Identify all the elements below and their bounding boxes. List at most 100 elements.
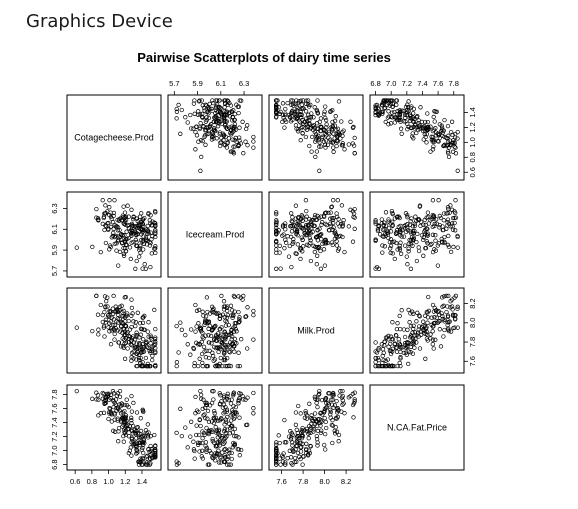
point-2-3-61 xyxy=(439,311,444,316)
point-0-2-191 xyxy=(334,143,339,149)
point-2-3-173 xyxy=(394,333,399,338)
point-0-3-57 xyxy=(414,130,419,136)
point-3-2-46 xyxy=(313,396,318,401)
point-3-2-157 xyxy=(280,455,286,460)
point-0-2-101 xyxy=(323,145,328,150)
point-0-3-71 xyxy=(388,114,394,119)
point-1-3-109 xyxy=(425,226,430,232)
point-3-1-112 xyxy=(222,427,228,432)
point-0-1-191 xyxy=(236,143,241,149)
point-3-2-209 xyxy=(302,415,308,420)
point-2-1-88 xyxy=(200,330,205,335)
point-0-2-223 xyxy=(308,126,313,131)
point-2-0-95 xyxy=(107,308,112,314)
point-2-0-101 xyxy=(100,319,105,325)
point-3-2-174 xyxy=(334,415,339,421)
point-3-0-22 xyxy=(143,428,149,433)
point-2-1-131 xyxy=(197,356,202,361)
point-0-2-172 xyxy=(296,129,301,134)
point-2-3-134 xyxy=(441,303,446,308)
point-1-0-40 xyxy=(142,262,147,267)
tick-label-left-3-2: 7.2 xyxy=(50,431,59,441)
panels: Cotagecheese.Prod Icecream.Prod Milk.Prod N… xyxy=(50,79,477,486)
point-3-1-195 xyxy=(199,454,204,459)
point-3-0-113 xyxy=(131,441,136,446)
point-0-1-182 xyxy=(232,111,238,117)
point-1-3-204 xyxy=(408,266,414,271)
point-1-2-68 xyxy=(274,225,279,231)
point-1-2-3 xyxy=(334,243,340,248)
point-1-3-115 xyxy=(455,245,460,250)
point-0-1-144 xyxy=(193,147,198,152)
point-1-2-172 xyxy=(296,215,301,221)
point-1-3-182 xyxy=(395,214,400,219)
point-2-1-216 xyxy=(205,363,211,369)
point-0-1-22 xyxy=(209,106,214,112)
point-0-2-12 xyxy=(314,149,320,154)
point-0-2-212 xyxy=(291,101,296,107)
point-1-0-112 xyxy=(125,223,130,228)
point-3-0-164 xyxy=(139,462,144,467)
point-1-2-164 xyxy=(290,219,295,224)
point-2-1-218 xyxy=(196,321,201,326)
point-1-3-55 xyxy=(373,237,378,242)
point-3-0-187 xyxy=(141,436,146,442)
point-3-2-2 xyxy=(329,397,334,402)
point-1-3-220 xyxy=(415,231,420,237)
point-1-0-117 xyxy=(141,247,146,252)
point-3-1-139 xyxy=(201,430,207,436)
point-3-1-184 xyxy=(227,431,233,436)
point-0-3-227 xyxy=(404,112,409,118)
point-3-0-169 xyxy=(134,445,139,450)
point-2-3-144 xyxy=(430,302,436,308)
point-1-3-214 xyxy=(398,223,403,229)
point-1-2-212 xyxy=(291,237,296,242)
point-2-1-22 xyxy=(209,341,214,346)
point-2-1-137 xyxy=(204,295,210,300)
point-0-3-197 xyxy=(390,110,395,115)
point-1-3-224 xyxy=(380,227,386,232)
point-3-1-217 xyxy=(227,421,232,426)
point-0-3-206 xyxy=(446,151,451,156)
point-1-3-163 xyxy=(403,211,409,216)
point-2-3-218 xyxy=(432,321,437,326)
point-3-1-51 xyxy=(212,411,217,416)
point-1-3-181 xyxy=(453,210,458,216)
point-0-2-10 xyxy=(318,144,324,149)
point-2-3-189 xyxy=(428,332,433,337)
point-2-3-92 xyxy=(375,355,381,361)
point-0-2-216 xyxy=(274,105,279,110)
point-1-0-151 xyxy=(122,233,127,238)
point-1-0-22 xyxy=(143,235,149,240)
point-1-2-155 xyxy=(317,215,322,221)
point-0-2-19 xyxy=(285,100,290,106)
point-0-2-195 xyxy=(301,98,306,103)
point-2-0-214 xyxy=(131,356,136,361)
point-3-1-50 xyxy=(191,439,196,444)
point-3-1-220 xyxy=(213,425,218,430)
point-3-0-194 xyxy=(112,417,117,422)
point-3-2-171 xyxy=(306,436,311,441)
point-1-2-215 xyxy=(306,222,311,227)
point-3-2-58 xyxy=(297,454,302,459)
point-1-0-54 xyxy=(148,264,153,270)
point-3-1-58 xyxy=(226,454,231,459)
point-1-3-189 xyxy=(428,218,433,223)
point-1-3-137 xyxy=(439,239,445,244)
point-1-3-48 xyxy=(421,253,426,258)
point-1-0-191 xyxy=(102,211,107,216)
point-0-3-167 xyxy=(408,118,413,124)
point-1-3-195 xyxy=(382,244,387,249)
point-1-3-142 xyxy=(453,228,458,233)
point-2-3-188 xyxy=(394,326,400,332)
tick-label-bottom-0-0: 0.6 xyxy=(70,477,80,486)
point-1-2-137 xyxy=(350,239,356,244)
point-1-2-139 xyxy=(295,242,300,247)
point-1-3-209 xyxy=(425,231,430,236)
point-1-0-189 xyxy=(96,218,101,223)
point-0-2-46 xyxy=(313,154,318,160)
point-2-3-89 xyxy=(448,329,454,334)
point-3-2-192 xyxy=(340,388,345,394)
point-3-2-93 xyxy=(323,396,329,401)
point-1-0-156 xyxy=(137,247,142,252)
